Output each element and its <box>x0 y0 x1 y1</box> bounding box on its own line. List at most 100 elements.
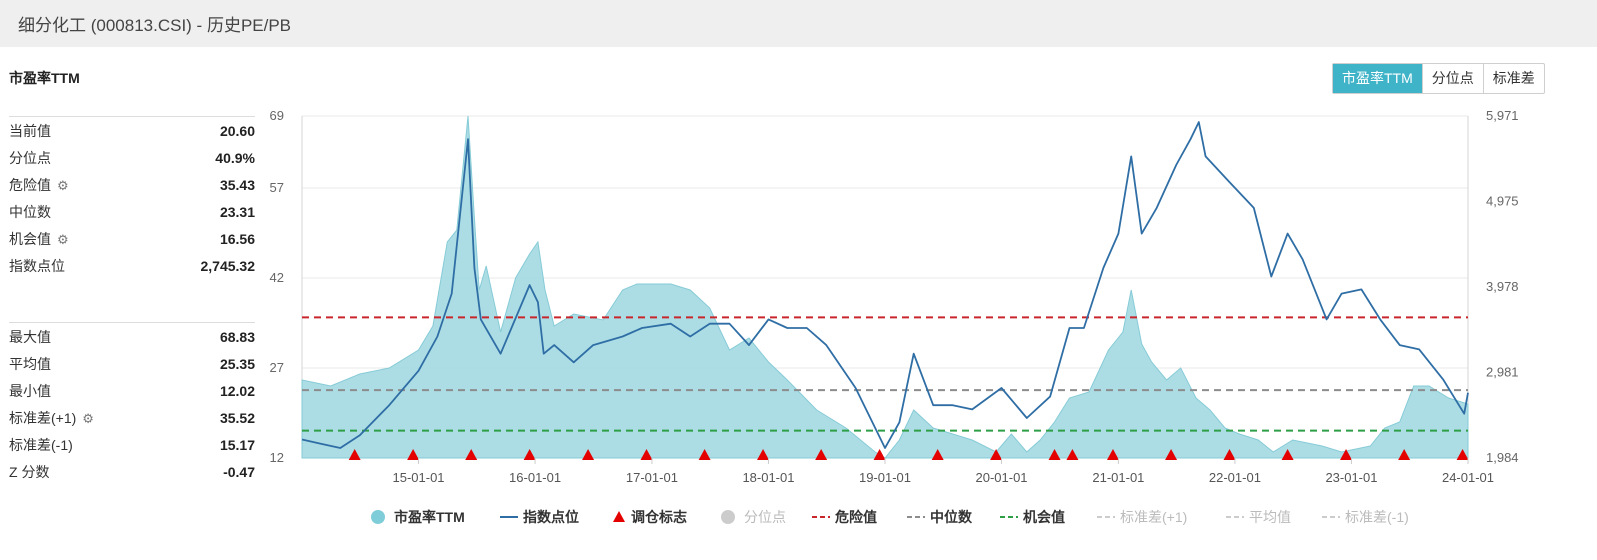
y-right-tick-label: 5,971 <box>1486 108 1519 123</box>
stat-value: 20.60 <box>219 123 255 139</box>
tab-std-dev[interactable]: 标准差 <box>1482 64 1544 93</box>
stat-label: Z 分数 <box>9 464 50 480</box>
stat-value: 68.83 <box>219 329 255 345</box>
rebalance-marker <box>1066 449 1079 460</box>
stat-label-text: 机会值 <box>9 231 51 247</box>
rebalance-marker <box>815 449 828 460</box>
rebalance-marker <box>1281 449 1294 460</box>
rebalance-marker <box>1398 449 1411 460</box>
stat-value: 12.02 <box>219 383 255 399</box>
stat-row-median: 中位数 23.31 <box>9 199 255 226</box>
stat-value: 25.35 <box>219 356 255 372</box>
rebalance-marker <box>1456 449 1469 460</box>
gear-icon[interactable]: ⚙ <box>57 232 69 247</box>
stat-label: 最大值 <box>9 329 51 345</box>
section-title: 市盈率TTM <box>9 70 80 86</box>
tab-percentile[interactable]: 分位点 <box>1421 64 1483 93</box>
legend-label[interactable]: 平均值 <box>1249 509 1291 525</box>
rebalance-marker <box>1048 449 1061 460</box>
legend-label[interactable]: 危险值 <box>834 509 877 525</box>
y-right-tick-label: 2,981 <box>1486 364 1519 379</box>
stat-label: 平均值 <box>9 356 51 372</box>
rebalance-marker <box>1340 449 1353 460</box>
stat-value: 16.56 <box>219 231 255 247</box>
y-right-tick-label: 3,978 <box>1486 279 1519 294</box>
title-bar: 细分化工 (000813.CSI) - 历史PE/PB <box>0 0 1597 47</box>
stat-row-min: 最小值 12.02 <box>9 378 255 405</box>
gear-icon[interactable]: ⚙ <box>82 411 94 426</box>
y-left-tick-label: 27 <box>270 360 284 375</box>
legend-label[interactable]: 调仓标志 <box>631 509 687 525</box>
x-tick-label: 24-01-01 <box>1442 470 1494 485</box>
legend-marker <box>613 511 625 522</box>
legend-label[interactable]: 指数点位 <box>523 509 579 525</box>
rebalance-marker <box>990 449 1003 460</box>
x-tick-label: 20-01-01 <box>976 470 1028 485</box>
gear-icon[interactable]: ⚙ <box>57 178 69 193</box>
stats-panel-current: 当前值 20.60 分位点 40.9% 危险值 ⚙ 35.43 中位数 23.31 机会值… <box>9 118 255 280</box>
y-left-tick-label: 12 <box>270 450 284 465</box>
rebalance-marker <box>640 449 653 460</box>
series-pe-ttm-area <box>301 115 1469 459</box>
y-left-tick-label: 42 <box>270 270 284 285</box>
stat-label: 最小值 <box>9 383 51 399</box>
x-tick-label: 15-01-01 <box>393 470 445 485</box>
stat-row-max: 最大值 68.83 <box>9 324 255 351</box>
stat-row-index: 指数点位 2,745.32 <box>9 253 255 280</box>
stat-row-std-plus: 标准差(+1) ⚙ 35.52 <box>9 405 255 432</box>
legend-label[interactable]: 标准差(+1) <box>1120 509 1187 525</box>
stats-divider-top <box>9 116 255 117</box>
rebalance-marker <box>873 449 886 460</box>
stat-value: 40.9% <box>215 150 255 166</box>
x-tick-label: 17-01-01 <box>626 470 678 485</box>
stat-row-zscore: Z 分数 -0.47 <box>9 459 255 486</box>
legend-label[interactable]: 机会值 <box>1023 509 1065 525</box>
stat-value: 23.31 <box>219 204 255 220</box>
stat-row-current: 当前值 20.60 <box>9 118 255 145</box>
stat-value: 35.43 <box>219 177 255 193</box>
rebalance-marker <box>698 449 711 460</box>
stats-divider-bottom <box>9 322 255 323</box>
stat-label: 机会值 ⚙ <box>9 226 69 253</box>
stat-label: 标准差(+1) ⚙ <box>9 405 94 432</box>
stat-label-text: 标准差(+1) <box>9 410 77 426</box>
rebalance-marker <box>757 449 770 460</box>
series-index-line <box>301 121 1469 449</box>
stat-row-percentile: 分位点 40.9% <box>9 145 255 172</box>
rebalance-marker <box>465 449 478 460</box>
y-left-tick-label: 69 <box>270 108 284 123</box>
stat-label: 指数点位 <box>9 258 65 274</box>
rebalance-marker <box>1106 449 1119 460</box>
x-tick-label: 16-01-01 <box>509 470 561 485</box>
page-title: 细分化工 (000813.CSI) - 历史PE/PB <box>18 16 292 35</box>
stat-row-mean: 平均值 25.35 <box>9 351 255 378</box>
stat-row-std-minus: 标准差(-1) 15.17 <box>9 432 255 459</box>
stat-value: 2,745.32 <box>200 258 256 274</box>
stats-panel-history: 最大值 68.83 平均值 25.35 最小值 12.02 标准差(+1) ⚙ 35.52… <box>9 324 255 486</box>
legend-label[interactable]: 市盈率TTM <box>394 509 465 525</box>
rebalance-marker <box>931 449 944 460</box>
stat-label: 危险值 ⚙ <box>9 172 69 199</box>
rebalance-marker <box>582 449 595 460</box>
rebalance-marker <box>1223 449 1236 460</box>
rebalance-marker <box>407 449 420 460</box>
legend-marker <box>371 510 385 524</box>
stat-label-text: 危险值 <box>9 177 51 193</box>
stat-label: 分位点 <box>9 150 51 166</box>
legend-label[interactable]: 中位数 <box>930 509 973 525</box>
x-tick-label: 23-01-01 <box>1325 470 1377 485</box>
metric-tab-group: 市盈率TTM 分位点 标准差 <box>1332 63 1545 94</box>
rebalance-marker <box>1165 449 1178 460</box>
stat-label: 当前值 <box>9 123 51 139</box>
stat-label: 中位数 <box>9 204 51 220</box>
x-tick-label: 22-01-01 <box>1209 470 1261 485</box>
tab-pe-ttm[interactable]: 市盈率TTM <box>1333 64 1422 93</box>
stat-value: 35.52 <box>219 410 255 426</box>
x-tick-label: 18-01-01 <box>742 470 794 485</box>
y-left-tick-label: 57 <box>270 180 284 195</box>
legend-label[interactable]: 分位点 <box>744 509 786 525</box>
legend-label[interactable]: 标准差(-1) <box>1345 509 1409 525</box>
rebalance-marker <box>523 449 536 460</box>
rebalance-marker <box>348 449 361 460</box>
